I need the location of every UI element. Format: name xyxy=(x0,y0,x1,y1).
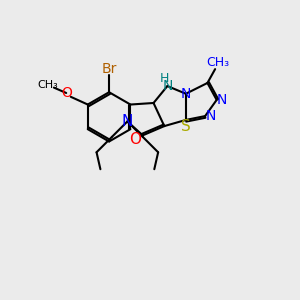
Text: CH₃: CH₃ xyxy=(206,56,229,69)
Text: N: N xyxy=(122,114,133,129)
Text: H: H xyxy=(160,72,169,85)
Text: N: N xyxy=(162,79,172,93)
Text: N: N xyxy=(205,109,216,123)
Text: O: O xyxy=(61,86,72,100)
Text: O: O xyxy=(129,133,141,148)
Text: N: N xyxy=(181,87,191,101)
Text: N: N xyxy=(217,93,227,107)
Text: Br: Br xyxy=(101,62,117,76)
Text: S: S xyxy=(181,118,191,134)
Text: CH₃: CH₃ xyxy=(37,80,58,89)
